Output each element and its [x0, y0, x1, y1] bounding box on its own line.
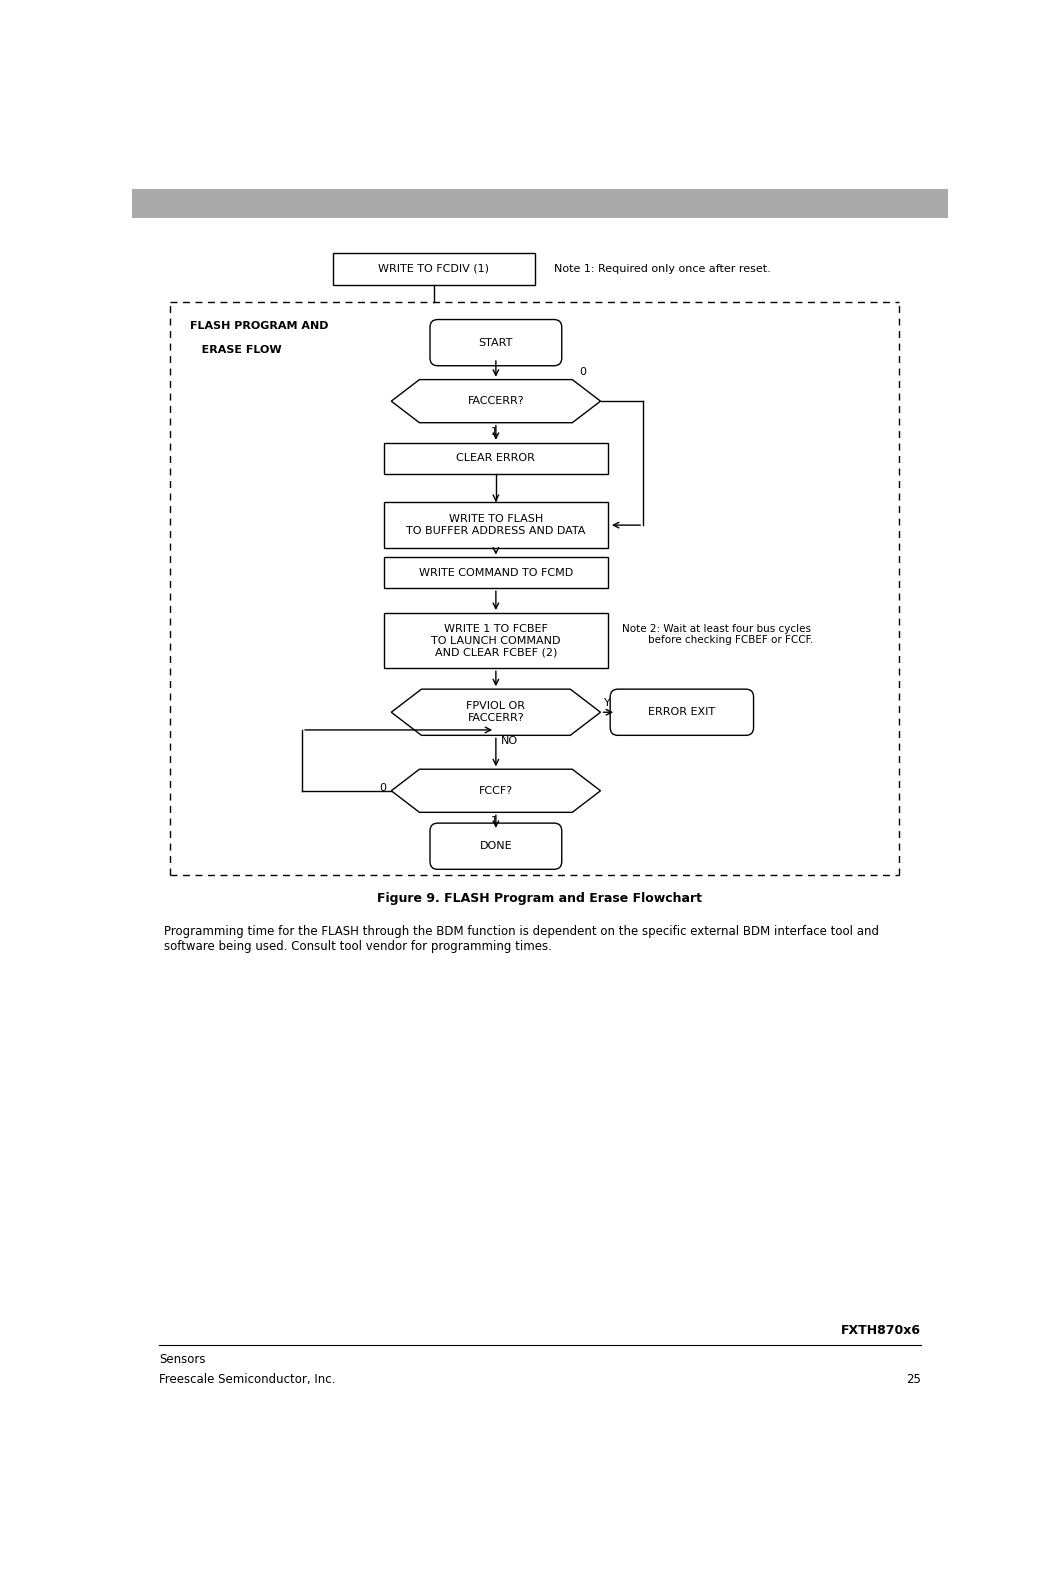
Text: FXTH870x6: FXTH870x6: [840, 1325, 920, 1338]
Text: Note 1: Required only once after reset.: Note 1: Required only once after reset.: [554, 264, 771, 274]
Text: FACCERR?: FACCERR?: [468, 396, 524, 406]
Text: ERROR EXIT: ERROR EXIT: [649, 707, 715, 717]
Polygon shape: [392, 379, 600, 423]
Text: FLASH PROGRAM AND: FLASH PROGRAM AND: [190, 321, 329, 332]
Text: 0: 0: [579, 366, 585, 377]
FancyBboxPatch shape: [383, 443, 609, 473]
FancyBboxPatch shape: [333, 253, 535, 285]
Text: YES: YES: [603, 698, 624, 707]
Text: WRITE 1 TO FCBEF
TO LAUNCH COMMAND
AND CLEAR FCBEF (2): WRITE 1 TO FCBEF TO LAUNCH COMMAND AND C…: [431, 624, 560, 657]
Text: 1: 1: [492, 426, 498, 437]
Text: 1: 1: [492, 816, 498, 827]
Text: START: START: [479, 338, 513, 347]
FancyBboxPatch shape: [430, 319, 561, 366]
Text: WRITE TO FLASH
TO BUFFER ADDRESS AND DATA: WRITE TO FLASH TO BUFFER ADDRESS AND DAT…: [406, 514, 585, 536]
Text: CLEAR ERROR: CLEAR ERROR: [456, 453, 535, 464]
FancyBboxPatch shape: [383, 613, 609, 668]
Text: FCCF?: FCCF?: [479, 786, 513, 795]
FancyBboxPatch shape: [383, 558, 609, 588]
Text: DONE: DONE: [479, 841, 512, 850]
FancyBboxPatch shape: [430, 824, 561, 869]
FancyBboxPatch shape: [132, 189, 948, 219]
Text: ERASE FLOW: ERASE FLOW: [190, 344, 281, 355]
Text: Figure 9. FLASH Program and Erase Flowchart: Figure 9. FLASH Program and Erase Flowch…: [377, 893, 702, 905]
FancyBboxPatch shape: [383, 501, 609, 549]
Text: WRITE COMMAND TO FCMD: WRITE COMMAND TO FCMD: [419, 567, 573, 578]
Text: 0: 0: [379, 783, 386, 792]
Text: 25: 25: [906, 1372, 920, 1387]
Text: Programming time for the FLASH through the BDM function is dependent on the spec: Programming time for the FLASH through t…: [164, 924, 879, 953]
Polygon shape: [392, 769, 600, 813]
Text: FPVIOL OR
FACCERR?: FPVIOL OR FACCERR?: [466, 701, 525, 723]
Polygon shape: [392, 689, 600, 736]
Text: Note 2: Wait at least four bus cycles
        before checking FCBEF or FCCF.: Note 2: Wait at least four bus cycles be…: [622, 624, 814, 645]
Text: NO: NO: [500, 736, 518, 747]
Text: WRITE TO FCDIV (1): WRITE TO FCDIV (1): [378, 264, 490, 274]
Text: Freescale Semiconductor, Inc.: Freescale Semiconductor, Inc.: [159, 1372, 335, 1387]
Text: Sensors: Sensors: [159, 1353, 205, 1366]
FancyBboxPatch shape: [610, 689, 754, 736]
